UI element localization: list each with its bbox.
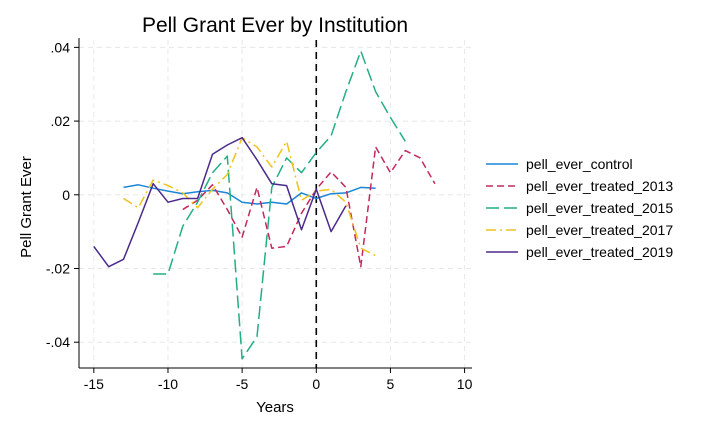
y-tick-label: -.02	[46, 260, 70, 276]
series-line-1	[123, 184, 376, 205]
x-tick-label: 0	[312, 376, 320, 392]
series-line-2	[182, 146, 436, 268]
x-tick-label: -15	[84, 376, 104, 392]
chart-title: Pell Grant Ever by Institution	[142, 14, 408, 37]
grid	[79, 40, 472, 368]
x-tick-label: 10	[457, 376, 473, 392]
series-line-3	[153, 50, 406, 360]
legend-label-1: pell_ever_control	[526, 156, 633, 172]
legend-label-2: pell_ever_treated_2013	[526, 178, 673, 194]
legend-label-5: pell_ever_treated_2019	[526, 244, 673, 260]
legend: pell_ever_control pell_ever_treated_2013p…	[486, 156, 673, 260]
series-group	[93, 50, 436, 360]
legend-label-4: pell_ever_treated_2017	[526, 222, 673, 238]
x-tick-label: -10	[158, 376, 178, 392]
y-tick-label: .04	[51, 39, 71, 55]
y-tick-label: -.04	[46, 334, 70, 350]
x-tick-label: 5	[387, 376, 395, 392]
x-tick-label: -5	[236, 376, 249, 392]
y-tick-label: 0	[62, 187, 70, 203]
legend-label-3: pell_ever_treated_2015	[526, 200, 673, 216]
series-line-4	[123, 136, 376, 257]
x-axis-label: Years	[256, 399, 294, 416]
axes: -15 -10 -5 0 5 10 -.04 -.02 0 .02 .04	[46, 38, 473, 392]
y-axis-label: Pell Grant Ever	[18, 156, 35, 258]
series-line-5	[93, 136, 347, 268]
y-tick-label: .02	[51, 113, 71, 129]
